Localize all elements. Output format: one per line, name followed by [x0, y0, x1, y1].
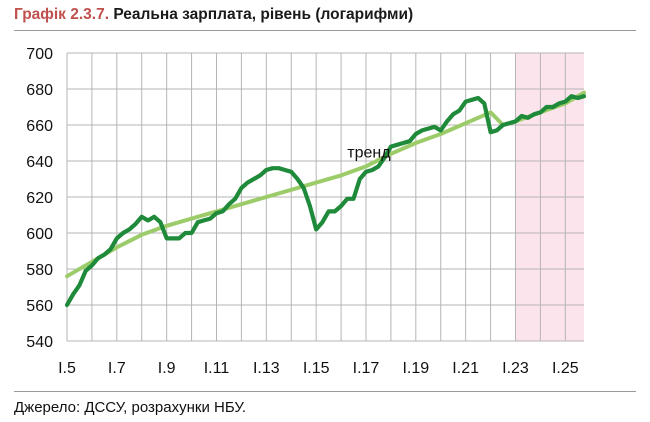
trend-annotation: тренд	[347, 144, 391, 161]
x-tick-label: I.19	[402, 360, 429, 377]
y-tick-label: 580	[26, 262, 53, 279]
x-tick-label: I.13	[253, 360, 280, 377]
y-tick-label: 540	[26, 334, 53, 351]
x-tick-label: I.21	[452, 360, 479, 377]
y-tick-label: 600	[26, 226, 53, 243]
y-tick-label: 700	[26, 46, 53, 63]
y-tick-label: 660	[26, 118, 53, 135]
x-tick-label: I.9	[158, 360, 176, 377]
bottom-divider	[14, 391, 636, 392]
x-tick-label: I.7	[108, 360, 126, 377]
x-tick-label: I.25	[552, 360, 579, 377]
x-tick-label: I.17	[353, 360, 380, 377]
x-tick-label: I.23	[502, 360, 529, 377]
trend-line	[65, 90, 586, 279]
chart-title-text: Реальна зарплата, рівень (логарифми)	[113, 6, 414, 23]
x-tick-label: I.15	[303, 360, 330, 377]
x-tick-label: I.5	[58, 360, 76, 377]
chart-number: Графік 2.3.7.	[14, 6, 109, 23]
x-tick-label: I.11	[204, 360, 230, 377]
y-tick-label: 560	[26, 298, 53, 315]
y-tick-label: 680	[26, 82, 53, 99]
source-note: Джерело: ДССУ, розрахунки НБУ.	[14, 399, 247, 416]
line-chart: 540 560 580 600 620 640 660 680 700 I.5 I.7 I.9 I.1…	[26, 46, 587, 377]
y-tick-label: 640	[26, 154, 53, 171]
actual-line	[64, 94, 587, 308]
chart-title: Графік 2.3.7. Реальна зарплата, рівень (…	[14, 6, 413, 24]
top-divider	[14, 30, 636, 31]
y-tick-label: 620	[26, 190, 53, 207]
